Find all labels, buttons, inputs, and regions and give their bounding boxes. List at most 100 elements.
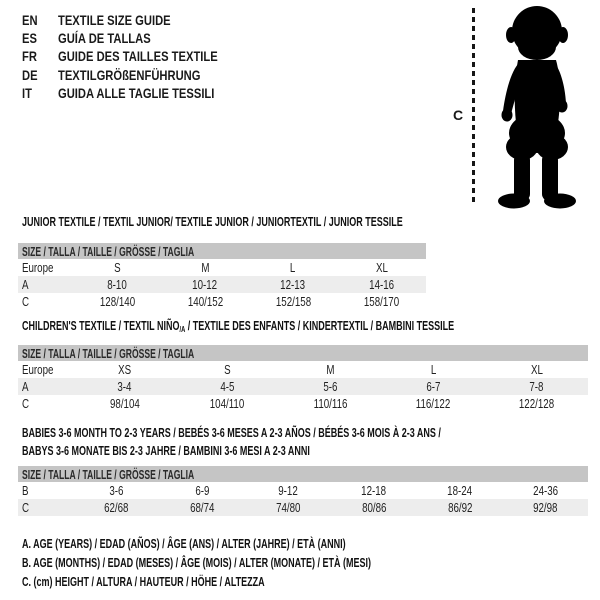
size-cell: 116/122 bbox=[416, 396, 451, 411]
language-row: IT GUIDA ALLE TAGLIE TESSILI bbox=[22, 84, 258, 102]
size-header-bar: SIZE / TALLA / TAILLE / GRÖSSE / TAGLIA bbox=[18, 243, 427, 259]
size-cell: 140/152 bbox=[187, 294, 223, 309]
title-part: CHILDREN'S TEXTILE / TEXTIL NIÑO bbox=[22, 319, 180, 333]
height-dashed-line bbox=[472, 8, 475, 206]
legend-text: A. AGE (YEARS) / EDAD (AÑOS) / ÂGE (ANS)… bbox=[22, 537, 346, 551]
language-row: FR GUIDE DES TAILLES TEXTILE bbox=[22, 47, 258, 65]
column-label: XS bbox=[117, 362, 132, 377]
size-cell: 12-18 bbox=[361, 483, 387, 498]
title-text: BABIES 3-6 MONTH TO 2-3 YEARS / BEBÉS 3-… bbox=[22, 426, 441, 440]
language-label: GUIDA ALLE TAGLIE TESSILI bbox=[58, 84, 215, 101]
column-label: Europe bbox=[22, 362, 54, 377]
junior-section-title: JUNIOR TEXTILE / TEXTIL JUNIOR/ TEXTILE … bbox=[22, 215, 551, 229]
table-row: C 62/68 68/74 74/80 80/86 86/92 92/98 bbox=[18, 499, 589, 516]
language-row: ES GUÍA DE TALLAS bbox=[22, 29, 258, 47]
size-cell: 158/170 bbox=[363, 294, 400, 309]
size-header-text: SIZE / TALLA / TAILLE / GRÖSSE / TAGLIA bbox=[22, 345, 195, 361]
title-text: BABYS 3-6 MONATE BIS 2-3 JAHRE / BAMBINI… bbox=[22, 444, 310, 458]
column-label: M bbox=[326, 362, 335, 377]
legend-text: B. AGE (MONTHS) / EDAD (MESES) / ÂGE (MO… bbox=[22, 556, 371, 570]
column-label: S bbox=[113, 260, 121, 275]
row-label: A bbox=[22, 379, 29, 394]
language-label: TEXTILGRÖßENFÜHRUNG bbox=[58, 66, 201, 83]
language-row: DE TEXTILGRÖßENFÜHRUNG bbox=[22, 66, 258, 84]
row-label: A bbox=[22, 277, 29, 292]
language-code: EN bbox=[22, 12, 58, 28]
size-cell: 24-36 bbox=[533, 483, 558, 498]
size-cell: 86/92 bbox=[447, 500, 473, 515]
legend: A. AGE (YEARS) / EDAD (AÑOS) / ÂGE (ANS)… bbox=[22, 535, 507, 592]
column-label: XL bbox=[530, 362, 543, 377]
size-cell: 6-7 bbox=[426, 379, 441, 394]
babies-size-table: SIZE / TALLA / TAILLE / GRÖSSE / TAGLIA … bbox=[18, 466, 589, 516]
size-cell: 128/140 bbox=[99, 294, 135, 309]
babies-section-title: BABIES 3-6 MONTH TO 2-3 YEARS / BEBÉS 3-… bbox=[22, 424, 600, 460]
row-label: C bbox=[22, 294, 30, 309]
size-header-bar: SIZE / TALLA / TAILLE / GRÖSSE / TAGLIA bbox=[18, 345, 589, 361]
column-header-row: Europe XS S M L XL bbox=[18, 361, 588, 378]
size-cell: 80/86 bbox=[361, 500, 387, 515]
language-row: EN TEXTILE SIZE GUIDE bbox=[22, 11, 258, 29]
language-code-text: DE bbox=[22, 66, 38, 83]
size-cell: 98/104 bbox=[109, 396, 140, 411]
column-header-row: Europe S M L XL bbox=[18, 259, 426, 276]
row-label: C bbox=[22, 396, 30, 411]
baby-silhouette-icon bbox=[498, 6, 576, 209]
size-cell: 68/74 bbox=[189, 500, 215, 515]
language-label: TEXTILE SIZE GUIDE bbox=[58, 12, 171, 29]
legend-line-c: C. (cm) HEIGHT / ALTURA / HAUTEUR / HÖHE… bbox=[22, 573, 507, 592]
size-header-text: SIZE / TALLA / TAILLE / GRÖSSE / TAGLIA bbox=[22, 466, 195, 482]
language-list: EN TEXTILE SIZE GUIDE ES GUÍA DE TALLAS … bbox=[22, 11, 258, 102]
size-cell: 110/116 bbox=[313, 396, 348, 411]
children-section-title: CHILDREN'S TEXTILE / TEXTIL NIÑO/A / TEX… bbox=[22, 319, 600, 334]
language-code-text: IT bbox=[22, 84, 32, 101]
language-code-text: FR bbox=[22, 48, 37, 65]
row-label: C bbox=[22, 500, 30, 515]
row-label: B bbox=[22, 483, 29, 498]
table-row: B 3-6 6-9 9-12 12-18 18-24 24-36 bbox=[18, 482, 588, 499]
size-cell: 10-12 bbox=[192, 277, 218, 292]
size-cell: 12-13 bbox=[280, 277, 306, 292]
table-row: C 98/104 104/110 110/116 116/122 122/128 bbox=[18, 395, 588, 412]
size-cell: 3-4 bbox=[117, 379, 132, 394]
legend-line-b: B. AGE (MONTHS) / EDAD (MESES) / ÂGE (MO… bbox=[22, 554, 507, 573]
size-cell: 92/98 bbox=[533, 500, 558, 515]
title-text: CHILDREN'S TEXTILE / TEXTIL NIÑO/A / TEX… bbox=[22, 319, 454, 334]
size-cell: 6-9 bbox=[194, 483, 210, 498]
size-cell: 62/68 bbox=[103, 500, 129, 515]
size-cell: 152/158 bbox=[275, 294, 311, 309]
column-label: Europe bbox=[22, 260, 54, 275]
title-text: JUNIOR TEXTILE / TEXTIL JUNIOR/ TEXTILE … bbox=[22, 215, 403, 229]
table-row: C 128/140 140/152 152/158 158/170 bbox=[18, 293, 426, 310]
column-label: XL bbox=[375, 260, 388, 275]
language-code-text: ES bbox=[22, 30, 37, 47]
size-header-text: SIZE / TALLA / TAILLE / GRÖSSE / TAGLIA bbox=[22, 243, 195, 259]
height-marker-label: C bbox=[453, 107, 464, 123]
column-label: L bbox=[290, 260, 296, 275]
size-header-bar: SIZE / TALLA / TAILLE / GRÖSSE / TAGLIA bbox=[18, 466, 589, 482]
language-code: FR bbox=[22, 48, 58, 64]
size-cell: 122/128 bbox=[518, 396, 555, 411]
size-cell: 8-10 bbox=[107, 277, 127, 292]
size-cell: 74/80 bbox=[275, 500, 301, 515]
junior-size-table: SIZE / TALLA / TAILLE / GRÖSSE / TAGLIA … bbox=[18, 243, 427, 310]
column-label: S bbox=[224, 362, 231, 377]
size-cell: 14-16 bbox=[369, 277, 394, 292]
language-code: IT bbox=[22, 85, 58, 101]
language-code: ES bbox=[22, 30, 58, 46]
size-cell: 9-12 bbox=[278, 483, 298, 498]
legend-text: C. (cm) HEIGHT / ALTURA / HAUTEUR / HÖHE… bbox=[22, 575, 265, 589]
title-subscript: /A bbox=[179, 325, 186, 334]
title-part: / TEXTILE DES ENFANTS / KINDERTEXTIL / B… bbox=[185, 319, 455, 333]
language-label: GUIDE DES TAILLES TEXTILE bbox=[58, 48, 218, 65]
table-row: A 8-10 10-12 12-13 14-16 bbox=[18, 276, 427, 293]
size-cell: 7-8 bbox=[529, 379, 544, 394]
table-row: A 3-4 4-5 5-6 6-7 7-8 bbox=[18, 378, 589, 395]
column-label: M bbox=[200, 260, 210, 275]
size-cell: 5-6 bbox=[323, 379, 338, 394]
language-code: DE bbox=[22, 67, 58, 83]
language-label: GUÍA DE TALLAS bbox=[58, 30, 151, 47]
language-code-text: EN bbox=[22, 12, 38, 29]
column-label: L bbox=[430, 362, 437, 377]
